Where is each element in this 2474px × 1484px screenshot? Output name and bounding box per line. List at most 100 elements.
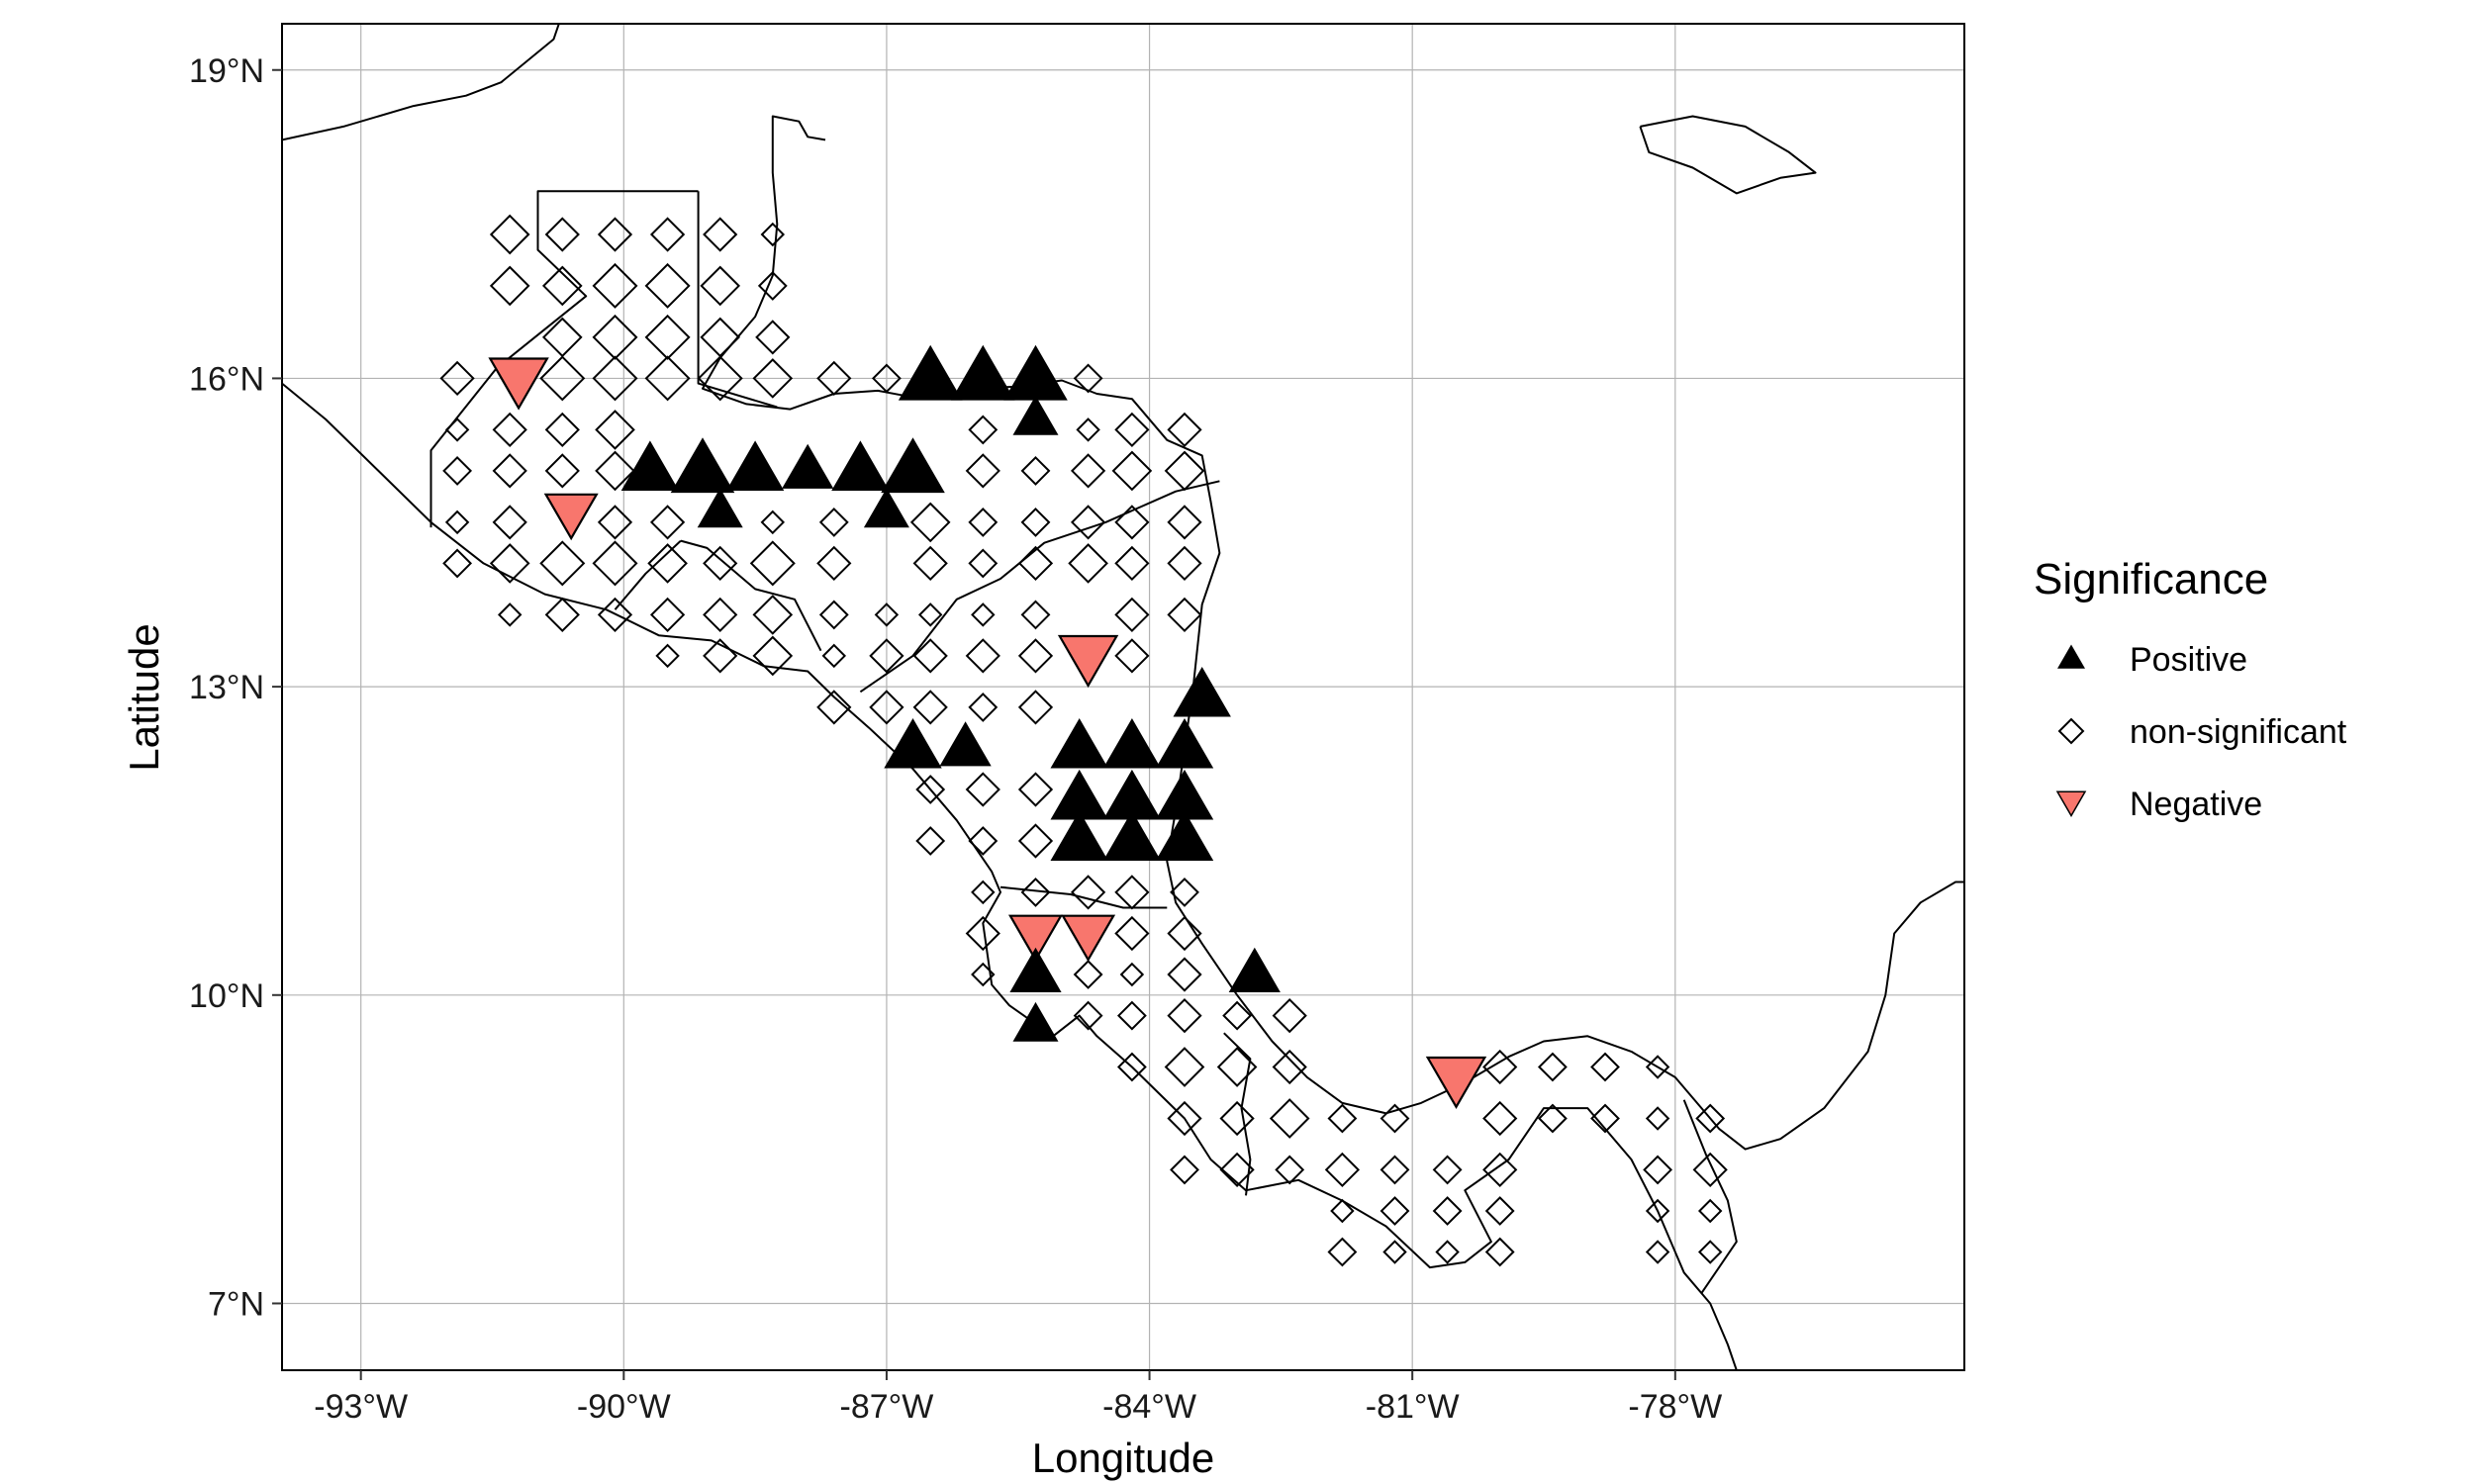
coastline-13 xyxy=(1682,1099,1738,1294)
nonsig-marker-111 xyxy=(1073,960,1103,989)
nonsig-marker-69 xyxy=(497,603,523,627)
legend-nonsig-label: non-significant xyxy=(2130,713,2347,751)
positive-marker-7 xyxy=(782,443,834,489)
positive-marker-21 xyxy=(1050,810,1108,862)
nonsig-marker-30 xyxy=(968,415,999,445)
grid-lines xyxy=(282,24,1964,1370)
nonsig-marker-45 xyxy=(597,505,633,540)
nonsig-marker-88 xyxy=(965,638,1000,674)
legend-entry-negative: Negative xyxy=(2055,786,2262,823)
nonsig-marker-127 xyxy=(1167,1100,1202,1137)
nonsig-marker-148 xyxy=(1432,1196,1463,1226)
nonsig-marker-77 xyxy=(917,603,943,627)
positive-marker-9 xyxy=(881,437,945,494)
nonsig-marker-89 xyxy=(1017,638,1054,674)
nonsig-marker-126 xyxy=(1645,1055,1670,1079)
x-tick-label-4: -81°W xyxy=(1366,1388,1460,1426)
y-tick-label-0: 7°N xyxy=(208,1285,264,1323)
positive-marker-16 xyxy=(1155,718,1214,769)
x-tick-label-3: -84°W xyxy=(1102,1388,1196,1426)
nonsig-marker-155 xyxy=(1484,1237,1515,1267)
nonsig-marker-67 xyxy=(1114,545,1150,582)
nonsig-marker-32 xyxy=(1114,412,1150,448)
nonsig-marker-75 xyxy=(818,600,849,630)
positive-marker-4 xyxy=(620,440,680,492)
positive-marker-23 xyxy=(1155,810,1214,862)
nonsig-marker-151 xyxy=(1697,1198,1723,1224)
nonsig-marker-115 xyxy=(1116,1000,1147,1031)
nonsig-marker-78 xyxy=(971,603,996,627)
nonsig-marker-2 xyxy=(597,217,633,252)
nonsig-marker-112 xyxy=(1119,962,1145,987)
nonsig-marker-0 xyxy=(489,214,530,255)
nonsig-marker-113 xyxy=(1167,957,1202,992)
x-axis-title: Longitude xyxy=(1032,1435,1215,1481)
nonsig-marker-139 xyxy=(1275,1155,1305,1185)
nonsig-marker-154 xyxy=(1435,1240,1460,1264)
nonsig-marker-56 xyxy=(489,543,530,584)
nonsig-marker-47 xyxy=(760,510,786,535)
nonsig-marker-142 xyxy=(1432,1155,1463,1185)
nonsig-marker-7 xyxy=(541,265,583,307)
nonsig-marker-68 xyxy=(1167,545,1202,582)
nonsig-marker-57 xyxy=(539,540,586,587)
legend-negative-symbol xyxy=(2055,790,2087,817)
y-axis-title: Latitude xyxy=(121,623,167,771)
nonsig-marker-50 xyxy=(968,507,999,537)
positive-marker-11 xyxy=(863,488,909,528)
positive-marker-17 xyxy=(1173,667,1231,717)
nonsig-marker-16 xyxy=(755,320,791,355)
nonsig-marker-149 xyxy=(1484,1196,1515,1226)
nonsig-marker-60 xyxy=(703,545,738,582)
nonsig-marker-49 xyxy=(909,502,951,543)
nonsig-marker-80 xyxy=(1114,597,1150,633)
coastline-5 xyxy=(1639,115,1817,195)
nonsig-marker-145 xyxy=(1692,1152,1728,1188)
nonsig-marker-42 xyxy=(1164,450,1205,492)
nonsig-marker-48 xyxy=(818,507,849,537)
nonsig-marker-117 xyxy=(1222,1000,1253,1031)
nonsig-marker-134 xyxy=(1590,1103,1620,1134)
nonsig-marker-107 xyxy=(965,915,1000,952)
coastline-9 xyxy=(614,539,682,610)
nonsig-marker-124 xyxy=(1537,1052,1568,1082)
nonsig-marker-73 xyxy=(703,597,738,633)
nonsig-marker-43 xyxy=(444,510,470,535)
positive-marker-5 xyxy=(670,437,735,494)
x-tick-label-0: -93°W xyxy=(314,1388,408,1426)
nonsig-marker-6 xyxy=(489,265,530,307)
nonsig-marker-101 xyxy=(1017,823,1054,859)
y-tick-label-3: 16°N xyxy=(189,360,264,398)
x-tick-label-5: -78°W xyxy=(1628,1388,1722,1426)
nonsig-marker-96 xyxy=(915,775,946,804)
legend-title: Significance xyxy=(2034,555,2268,603)
nonsig-marker-18 xyxy=(539,355,586,402)
negative-marker-2 xyxy=(1057,634,1119,689)
nonsig-marker-79 xyxy=(1020,600,1051,630)
nonsig-marker-85 xyxy=(821,643,847,669)
nonsig-marker-58 xyxy=(592,540,638,587)
coastline-11 xyxy=(999,885,1168,909)
nonsig-marker-105 xyxy=(1114,875,1150,910)
nonsig-marker-140 xyxy=(1324,1152,1361,1188)
coastline-6 xyxy=(429,190,699,528)
nonsig-marker-133 xyxy=(1537,1103,1568,1134)
nonsig-marker-20 xyxy=(644,355,691,402)
nonsig-marker-122 xyxy=(1272,1049,1307,1085)
nonsig-marker-147 xyxy=(1380,1196,1410,1226)
nonsig-marker-39 xyxy=(1020,455,1051,486)
nonsig-marker-84 xyxy=(752,635,794,677)
plot-panel-border xyxy=(281,23,1965,1371)
nonsig-marker-3 xyxy=(649,217,686,252)
positive-markers xyxy=(620,344,1281,1042)
legend-positive-label: Positive xyxy=(2130,641,2247,679)
x-tick-label-1: -90°W xyxy=(577,1388,671,1426)
nonsig-marker-82 xyxy=(655,643,680,669)
positive-marker-14 xyxy=(1050,718,1108,769)
nonsig-marker-144 xyxy=(1643,1155,1673,1185)
nonsig-marker-128 xyxy=(1219,1100,1255,1137)
nonsig-marker-44 xyxy=(492,505,527,540)
nonsig-marker-157 xyxy=(1697,1240,1723,1264)
negative-marker-4 xyxy=(1061,914,1116,963)
